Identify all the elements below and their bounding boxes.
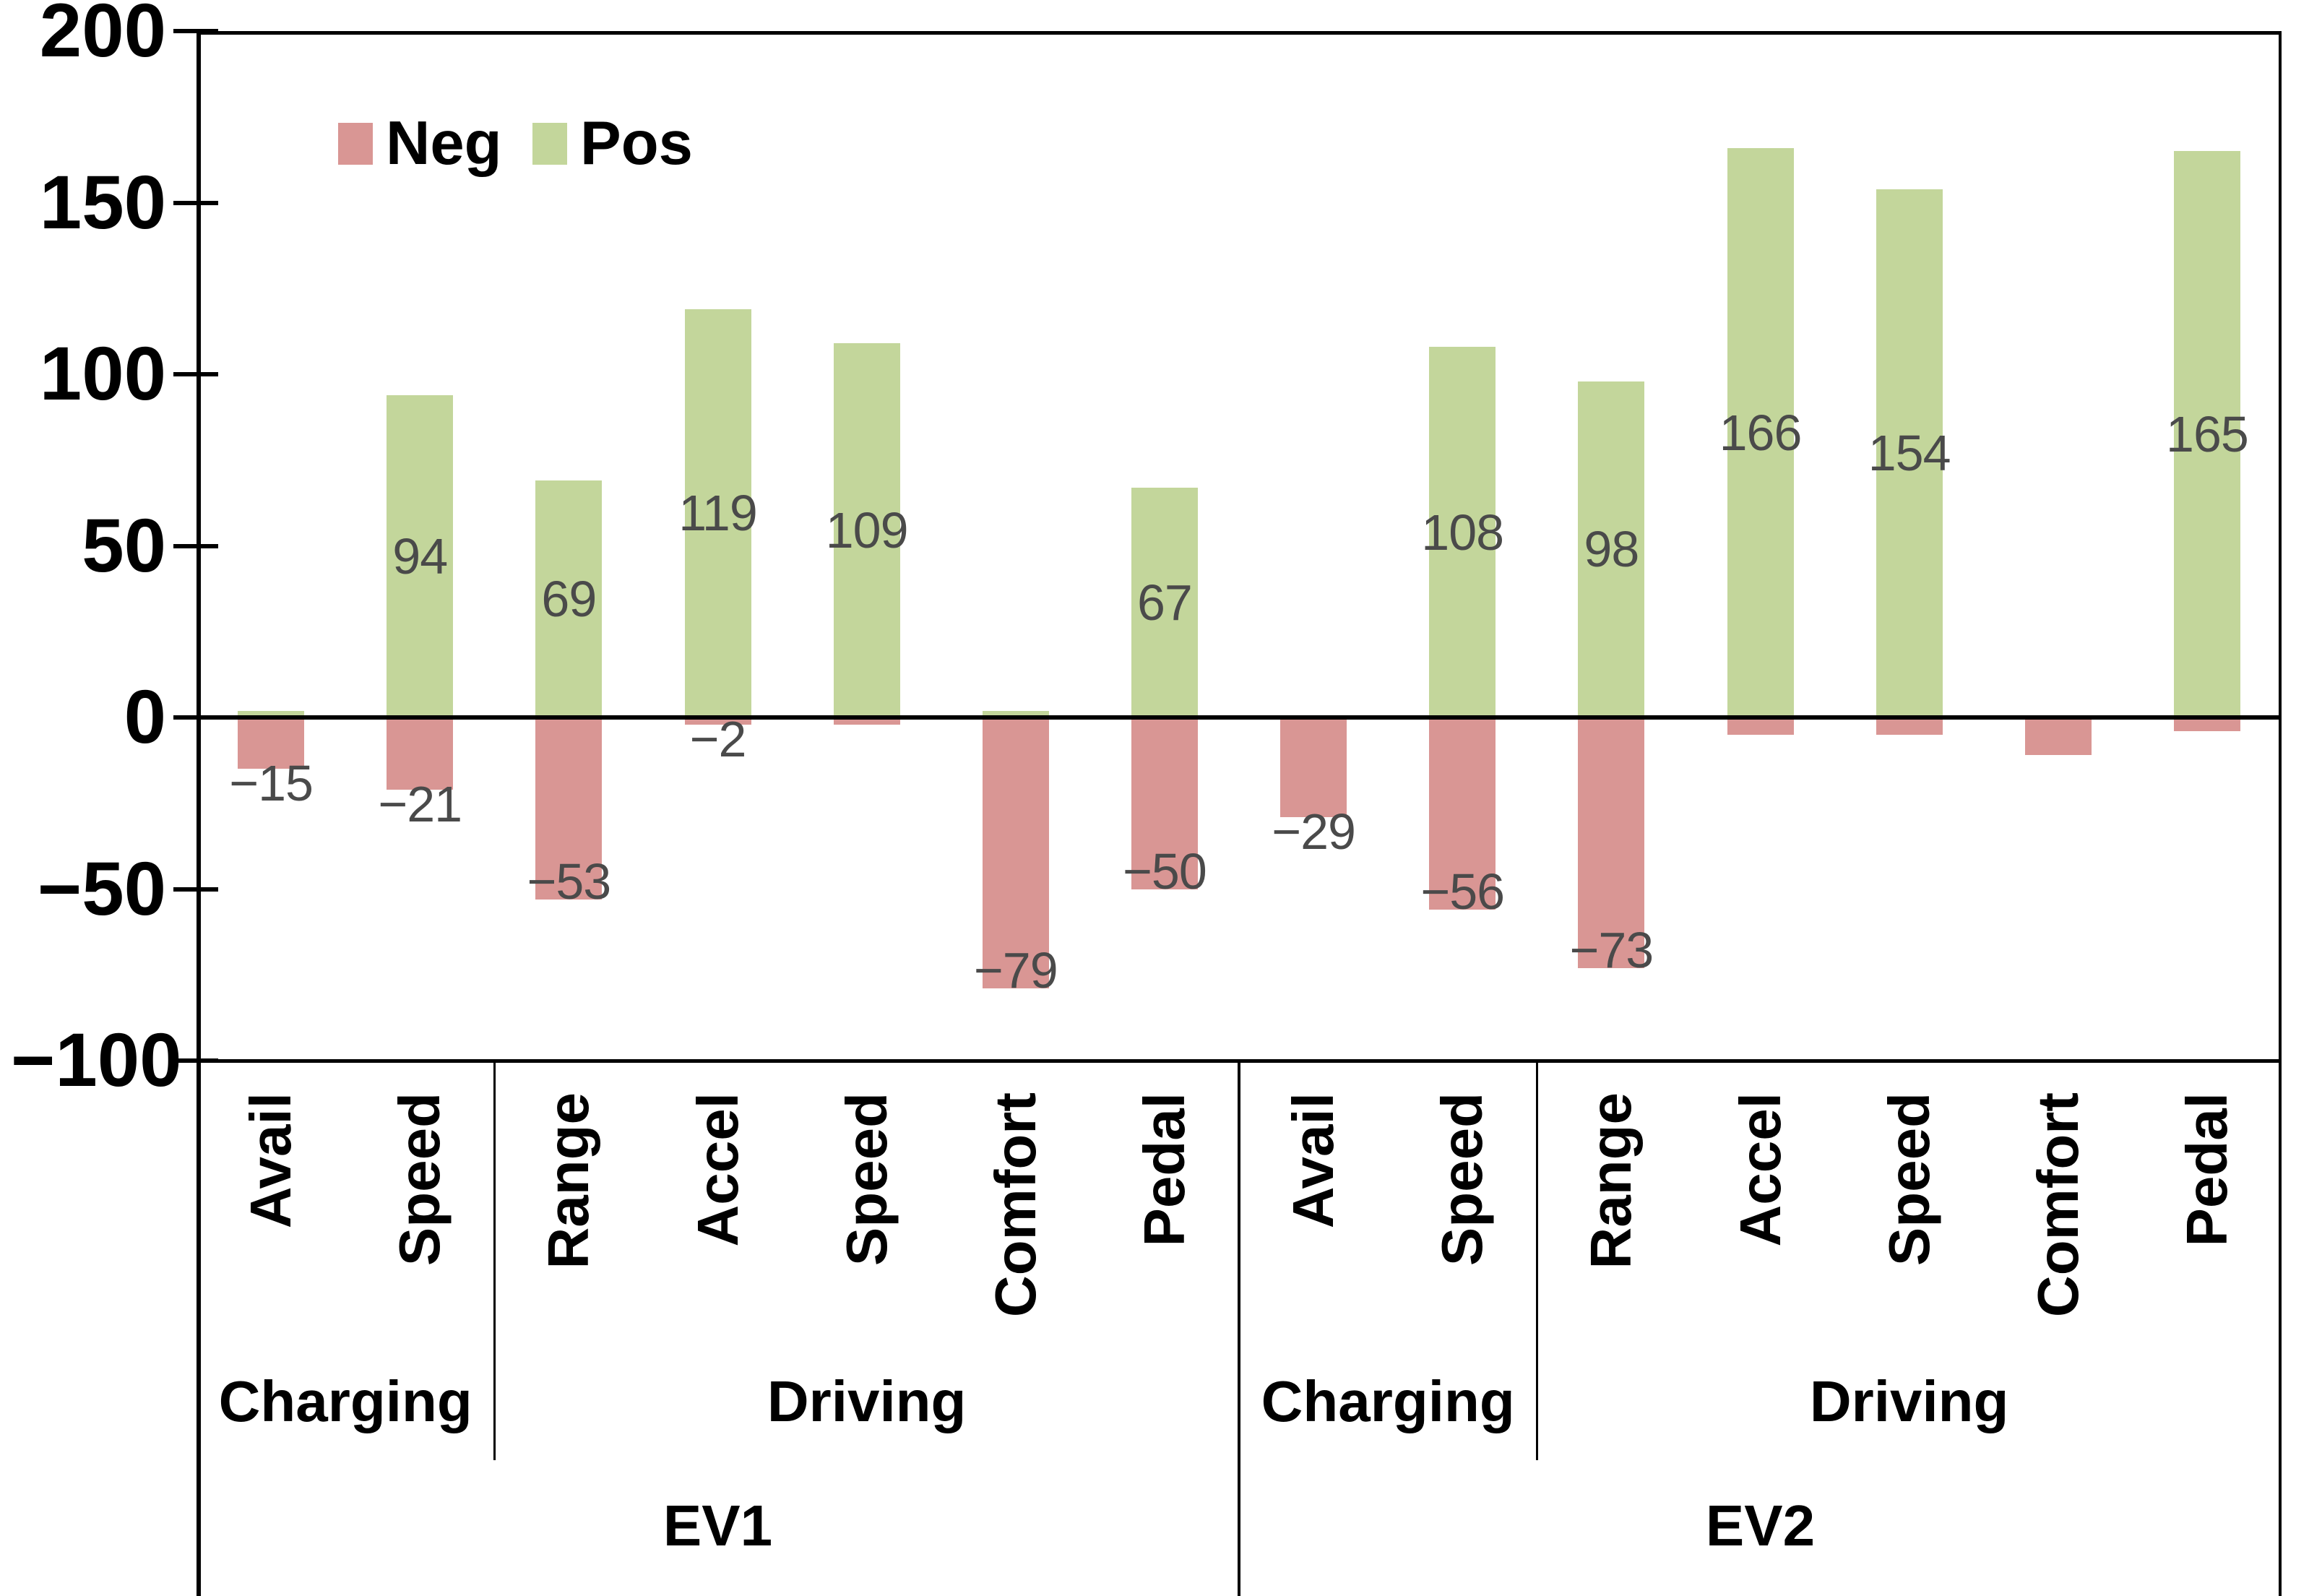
category-label: Comfort <box>983 1092 1048 1318</box>
value-label-positive: 166 <box>1719 404 1803 461</box>
bar-negative <box>1727 717 1794 735</box>
value-label-positive: 108 <box>1421 504 1504 561</box>
category-label: Speed <box>1430 1092 1495 1267</box>
legend-swatch-pos <box>532 123 567 165</box>
bar-positive <box>1727 147 1794 717</box>
value-label-negative: −2 <box>689 710 747 767</box>
value-label-positive: 119 <box>678 485 758 542</box>
separator-ev <box>1238 1061 1240 1596</box>
value-label-negative: −73 <box>1569 921 1654 978</box>
y-axis-tick <box>173 887 218 892</box>
bar-negative <box>238 717 305 769</box>
y-axis-tick-label: 100 <box>39 332 166 416</box>
value-label-negative: −15 <box>229 755 314 812</box>
group-label: Driving <box>767 1369 967 1433</box>
bar-negative <box>1429 717 1496 910</box>
category-label: Pedal <box>2174 1092 2239 1247</box>
bar-negative <box>1280 717 1347 817</box>
value-label-positive: 94 <box>392 527 448 585</box>
y-axis-tick-label: −50 <box>37 846 166 931</box>
category-label: Pedal <box>1131 1092 1196 1247</box>
legend-label-pos: Pos <box>580 109 693 178</box>
y-axis-tick-label: 0 <box>124 675 166 759</box>
value-label-positive: 69 <box>541 571 597 628</box>
bar-negative <box>833 717 900 725</box>
bar-negative <box>2024 717 2092 756</box>
bar-positive <box>238 710 305 717</box>
bar-positive <box>1429 347 1496 717</box>
ev-label: EV2 <box>1705 1493 1816 1558</box>
value-label-negative: −79 <box>973 942 1058 999</box>
category-label: Avail <box>1281 1092 1346 1229</box>
y-axis-tick-label: −100 <box>11 1018 182 1103</box>
bar-negative <box>387 717 454 790</box>
value-label-positive: 165 <box>2166 406 2249 463</box>
category-label: Range <box>1579 1092 1644 1269</box>
bar-negative <box>1578 717 1645 968</box>
bar-positive <box>387 394 454 717</box>
bar-negative <box>1876 717 1943 735</box>
category-label: Accel <box>1727 1092 1792 1247</box>
value-label-negative: −53 <box>527 853 611 910</box>
y-axis-tick <box>173 372 218 376</box>
value-label-positive: 109 <box>825 502 909 559</box>
bar-positive <box>1876 189 1943 717</box>
separator-subgroup <box>493 1061 496 1460</box>
bar-negative <box>982 717 1049 989</box>
value-label-negative: −29 <box>1272 803 1356 860</box>
category-label: Speed <box>834 1092 899 1267</box>
value-label-positive: 67 <box>1136 574 1193 631</box>
category-label: Speed <box>1876 1092 1941 1267</box>
category-label: Speed <box>387 1092 452 1267</box>
y-axis-tick <box>173 29 218 33</box>
bar-negative <box>2173 717 2240 731</box>
bar-negative <box>535 717 603 900</box>
y-axis-tick-label: 200 <box>39 0 166 73</box>
group-label: Driving <box>1809 1369 2009 1433</box>
plot-right-border <box>2279 31 2282 1596</box>
bar-positive <box>1578 381 1645 717</box>
y-axis-tick-label: 150 <box>39 160 166 245</box>
y-axis-tick <box>173 715 218 720</box>
bar-positive <box>2173 151 2240 717</box>
bar-positive <box>535 480 603 717</box>
zero-line <box>197 715 2282 720</box>
ev-label: EV1 <box>663 1493 773 1558</box>
y-axis-tick <box>173 543 218 548</box>
bar-positive <box>833 343 900 717</box>
y-axis-line <box>197 31 201 1596</box>
legend-swatch-neg <box>338 123 373 165</box>
group-label: Charging <box>218 1369 472 1433</box>
y-axis-tick-label: 50 <box>82 503 166 588</box>
plot-top-border <box>197 31 2282 35</box>
group-label: Charging <box>1261 1369 1515 1433</box>
value-label-negative: −21 <box>378 775 462 832</box>
bar-positive <box>684 309 751 717</box>
bar-negative <box>1131 717 1198 889</box>
category-label: Comfort <box>2025 1092 2090 1318</box>
bar-negative <box>684 717 751 725</box>
bar-positive <box>982 710 1049 717</box>
bar-positive <box>1131 487 1198 717</box>
y-axis-tick <box>173 200 218 205</box>
value-label-positive: 98 <box>1584 521 1639 578</box>
value-label-negative: −50 <box>1123 842 1207 900</box>
value-label-positive: 154 <box>1868 425 1951 482</box>
value-label-negative: −56 <box>1420 863 1505 920</box>
category-label: Avail <box>238 1092 303 1229</box>
separator-subgroup <box>1536 1061 1539 1460</box>
legend-label-neg: Neg <box>386 109 502 178</box>
category-label: Accel <box>685 1092 750 1247</box>
y-axis-tick <box>173 1058 218 1063</box>
category-label: Range <box>536 1092 601 1269</box>
